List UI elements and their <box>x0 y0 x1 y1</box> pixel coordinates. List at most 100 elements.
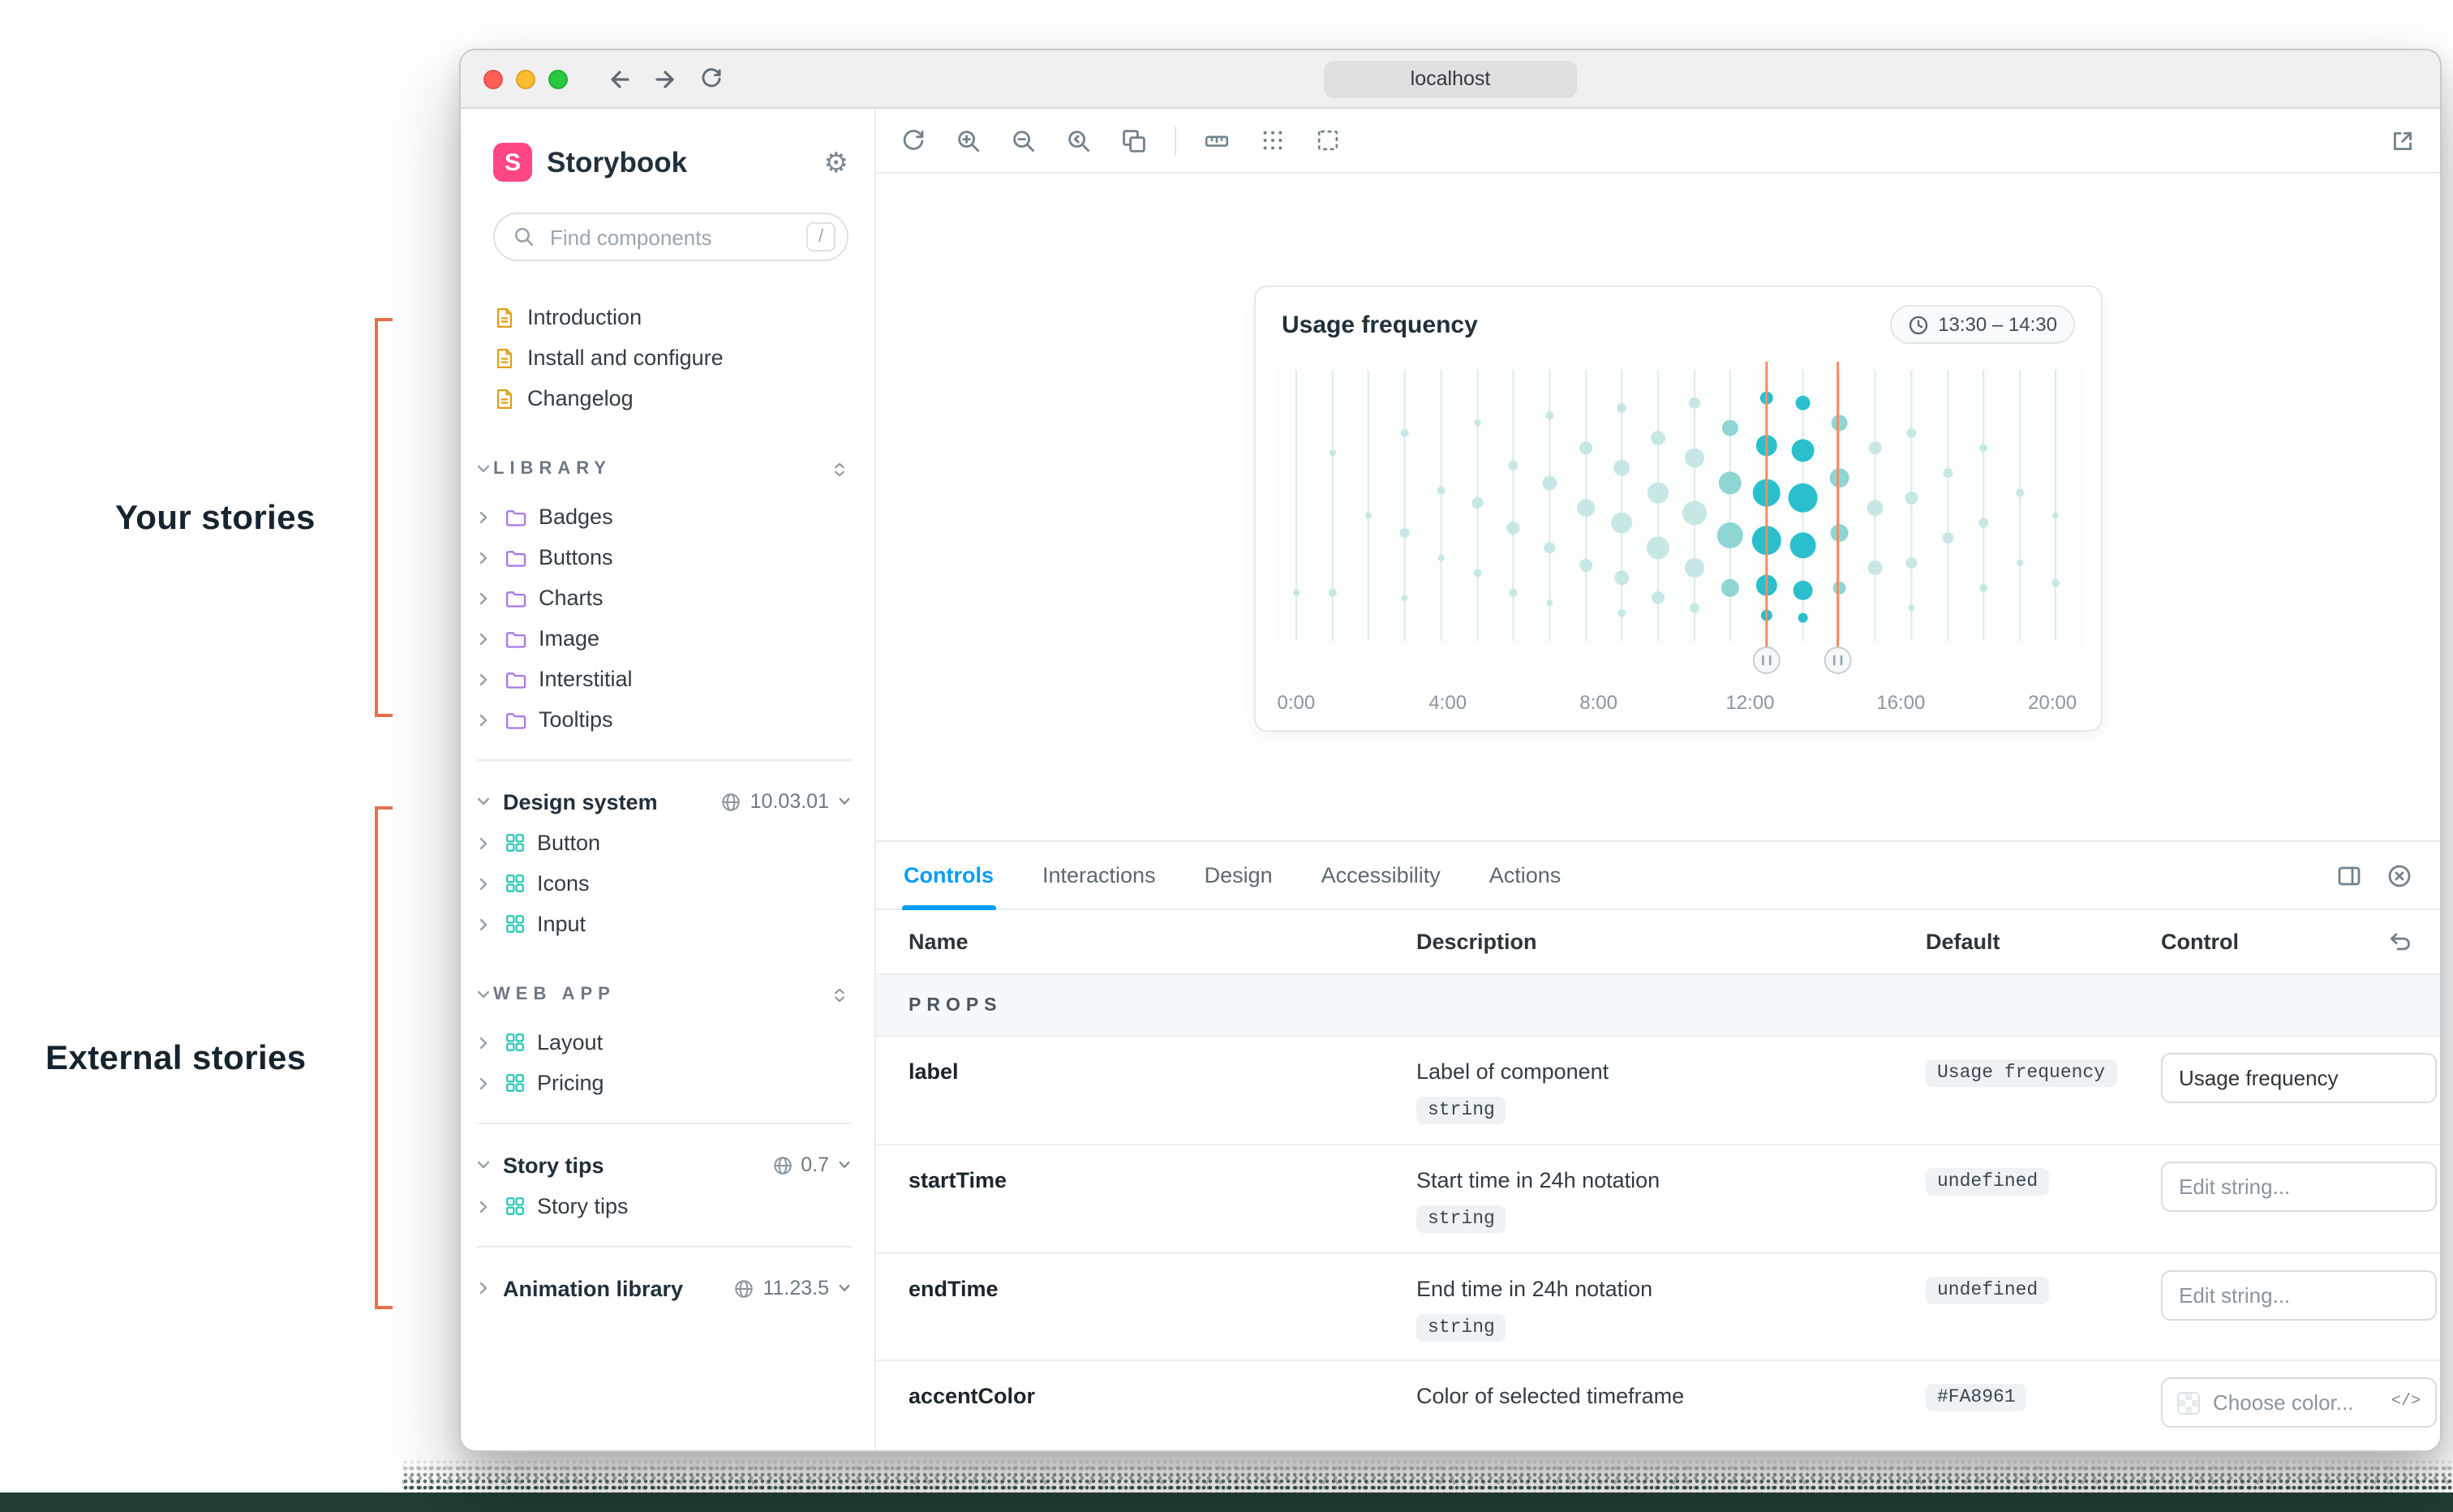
version-selector[interactable]: 11.23.5 <box>733 1277 852 1299</box>
clock-icon <box>1908 315 1927 334</box>
library-section-header[interactable]: LIBRARY <box>474 451 858 487</box>
sidebar-item-interstitial[interactable]: Interstitial <box>474 659 858 699</box>
table-row: endTime End time in 24h notation string … <box>876 1254 2440 1361</box>
version-selector[interactable]: 10.03.01 <box>721 790 852 813</box>
close-panel-button[interactable] <box>2385 861 2414 890</box>
chevron-down-icon <box>839 797 850 805</box>
prop-description: End time in 24h notation string <box>1416 1277 1652 1342</box>
group-label: Story tips <box>503 1153 604 1177</box>
forward-button[interactable] <box>646 61 685 97</box>
sidebar-item-label: Changelog <box>527 386 634 410</box>
measure-button[interactable] <box>1202 126 1231 155</box>
sidebar-item-badges[interactable]: Badges <box>474 496 858 537</box>
label-control-input[interactable] <box>2161 1053 2437 1103</box>
choose-color-label: Choose color... <box>2213 1390 2354 1415</box>
sidebar-item-image[interactable]: Image <box>474 618 858 659</box>
your-stories-label: Your stories <box>115 500 316 537</box>
sidebar-item-introduction[interactable]: Introduction <box>474 297 858 337</box>
remount-button[interactable] <box>899 126 928 155</box>
sidebar-item-label: Tooltips <box>539 707 613 732</box>
viewport-button[interactable] <box>1119 126 1149 155</box>
search-box[interactable]: / <box>493 213 848 261</box>
search-icon <box>514 227 534 247</box>
range-handle[interactable] <box>1752 362 1781 674</box>
component-icon <box>505 913 526 934</box>
doc-icon <box>493 387 516 410</box>
sidebar-item-input[interactable]: Input <box>474 904 858 944</box>
undo-icon <box>2391 933 2410 951</box>
external-stories-bracket <box>375 806 393 1309</box>
sidebar-item-tooltips[interactable]: Tooltips <box>474 699 858 740</box>
tab-design[interactable]: Design <box>1204 863 1273 887</box>
prop-description: Start time in 24h notation string <box>1416 1168 1660 1233</box>
time-range-badge: 13:30 – 14:30 <box>1889 305 2075 344</box>
axis-tick-label: 8:00 <box>1579 691 1617 714</box>
web-app-section-header[interactable]: WEB APP <box>474 977 858 1012</box>
sidebar-divider <box>477 1246 852 1248</box>
sidebar-group-design-system[interactable]: Design system 10.03.01 <box>474 780 858 823</box>
group-label: Animation library <box>503 1276 684 1300</box>
sidebar-item-buttons[interactable]: Buttons <box>474 537 858 578</box>
column-header-description: Description <box>1416 930 1537 954</box>
back-button[interactable] <box>600 61 639 97</box>
tab-interactions[interactable]: Interactions <box>1042 863 1156 887</box>
reload-button[interactable] <box>691 61 730 97</box>
card-title: Usage frequency <box>1282 311 1478 338</box>
start-time-control-input[interactable] <box>2161 1162 2437 1212</box>
zoom-in-button[interactable] <box>954 126 983 155</box>
ground-strip <box>0 1493 2453 1512</box>
sidebar-item-button[interactable]: Button <box>474 823 858 863</box>
reset-controls-button[interactable] <box>2385 926 2414 956</box>
sidebar-group-story-tips[interactable]: Story tips 0.7 <box>474 1144 858 1186</box>
address-bar[interactable]: localhost <box>1324 60 1577 97</box>
table-header-row: Name Description Default Control <box>876 910 2440 975</box>
expand-all-icon[interactable] <box>831 460 848 478</box>
version-label: 0.7 <box>801 1153 829 1176</box>
zoom-out-button[interactable] <box>1009 126 1038 155</box>
measure-icon <box>1205 135 1229 146</box>
sidebar-item-label: Pricing <box>537 1071 604 1095</box>
sidebar-item-layout[interactable]: Layout <box>474 1022 858 1063</box>
open-external-button[interactable] <box>2388 126 2417 155</box>
version-label: 11.23.5 <box>763 1277 829 1299</box>
tab-controls[interactable]: Controls <box>879 842 1018 910</box>
table-row: startTime Start time in 24h notation str… <box>876 1145 2440 1254</box>
sidebar-group-animation-library[interactable]: Animation library 11.23.5 <box>474 1267 858 1309</box>
usage-frequency-chart <box>1275 362 2085 674</box>
sidebar-item-changelog[interactable]: Changelog <box>474 378 858 419</box>
search-input[interactable] <box>547 223 795 251</box>
range-handle[interactable] <box>1824 362 1852 674</box>
tab-accessibility[interactable]: Accessibility <box>1321 863 1441 887</box>
sidebar-item-label: Charts <box>539 586 604 610</box>
zoom-reset-button[interactable] <box>1064 126 1093 155</box>
accent-color-control[interactable]: Choose color... </> <box>2161 1377 2437 1428</box>
panel-position-button[interactable] <box>2335 861 2364 890</box>
sidebar-item-pricing[interactable]: Pricing <box>474 1063 858 1103</box>
end-time-control-input[interactable] <box>2161 1270 2437 1321</box>
axis-tick-label: 16:00 <box>1876 691 1926 714</box>
your-stories-bracket <box>375 318 393 717</box>
sidebar-item-charts[interactable]: Charts <box>474 578 858 618</box>
prop-default-chip: #FA8961 <box>1926 1384 2027 1411</box>
sidebar-item-install-and-configure[interactable]: Install and configure <box>474 337 858 378</box>
brand-title: Storybook <box>547 145 688 178</box>
tab-actions[interactable]: Actions <box>1489 863 1562 887</box>
axis-tick-label: 4:00 <box>1428 691 1467 714</box>
sidebar-item-story-tips[interactable]: Story tips <box>474 1186 858 1226</box>
sidebar-item-icons[interactable]: Icons <box>474 863 858 904</box>
folder-icon <box>505 668 527 690</box>
browser-window: localhost S Storybook ⚙ / Introduc <box>459 49 2442 1452</box>
outline-button[interactable] <box>1312 126 1342 155</box>
table-row: label Label of component string Usage fr… <box>876 1037 2440 1145</box>
expand-all-icon[interactable] <box>831 986 848 1003</box>
sidebar-item-label: Input <box>537 912 586 936</box>
close-window-button[interactable] <box>483 69 503 88</box>
storybook-logo: S <box>493 143 532 182</box>
version-selector[interactable]: 0.7 <box>771 1153 852 1176</box>
grid-button[interactable] <box>1257 126 1287 155</box>
minimize-window-button[interactable] <box>516 69 535 88</box>
gear-icon[interactable]: ⚙ <box>823 147 849 178</box>
zoom-window-button[interactable] <box>548 69 568 88</box>
zoom-in-icon <box>958 130 980 152</box>
usage-frequency-card: Usage frequency 13:30 – 14:30 0:00 4:00 8:… <box>1254 286 2103 732</box>
